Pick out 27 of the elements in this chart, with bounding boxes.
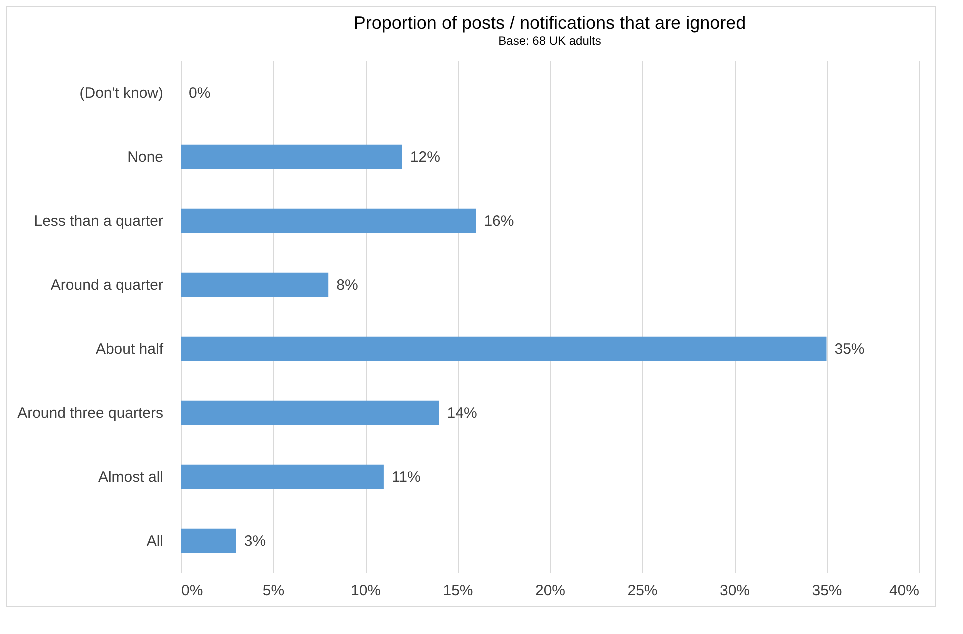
y-tick-label: Around three quarters [18,405,164,422]
x-tick-label: 30% [720,582,750,600]
x-tick-label: 10% [350,582,382,600]
x-tick-label: 35% [812,582,842,600]
chart-title: Proportion of posts / notifications that are ignored [354,13,746,33]
data-label: 8% [336,277,358,294]
x-tick-label: 20% [535,582,566,600]
y-tick-label: All [146,533,164,550]
x-tick-label: 25% [628,582,658,600]
y-tick-label: None [128,149,164,166]
data-label: 35% [834,341,865,358]
y-tick-label: (Don't know) [80,85,164,102]
y-tick-label: Around a quarter [50,277,164,294]
data-label: 16% [484,213,514,230]
data-label: 14% [447,405,478,422]
x-tick-label: 15% [443,582,474,600]
data-label: 3% [244,533,266,550]
data-label: 12% [410,149,440,166]
data-label: 0% [189,85,211,102]
y-tick-label: Less than a quarter [34,213,164,230]
x-tick-label: 5% [262,582,285,600]
x-tick-label: 40% [889,582,920,600]
y-tick-label: Almost all [98,469,164,486]
data-label: 11% [392,469,421,486]
x-tick-label: 0% [182,582,204,600]
y-tick-label: About half [96,341,164,358]
chart-subtitle: Base: 68 UK adults [498,34,602,48]
